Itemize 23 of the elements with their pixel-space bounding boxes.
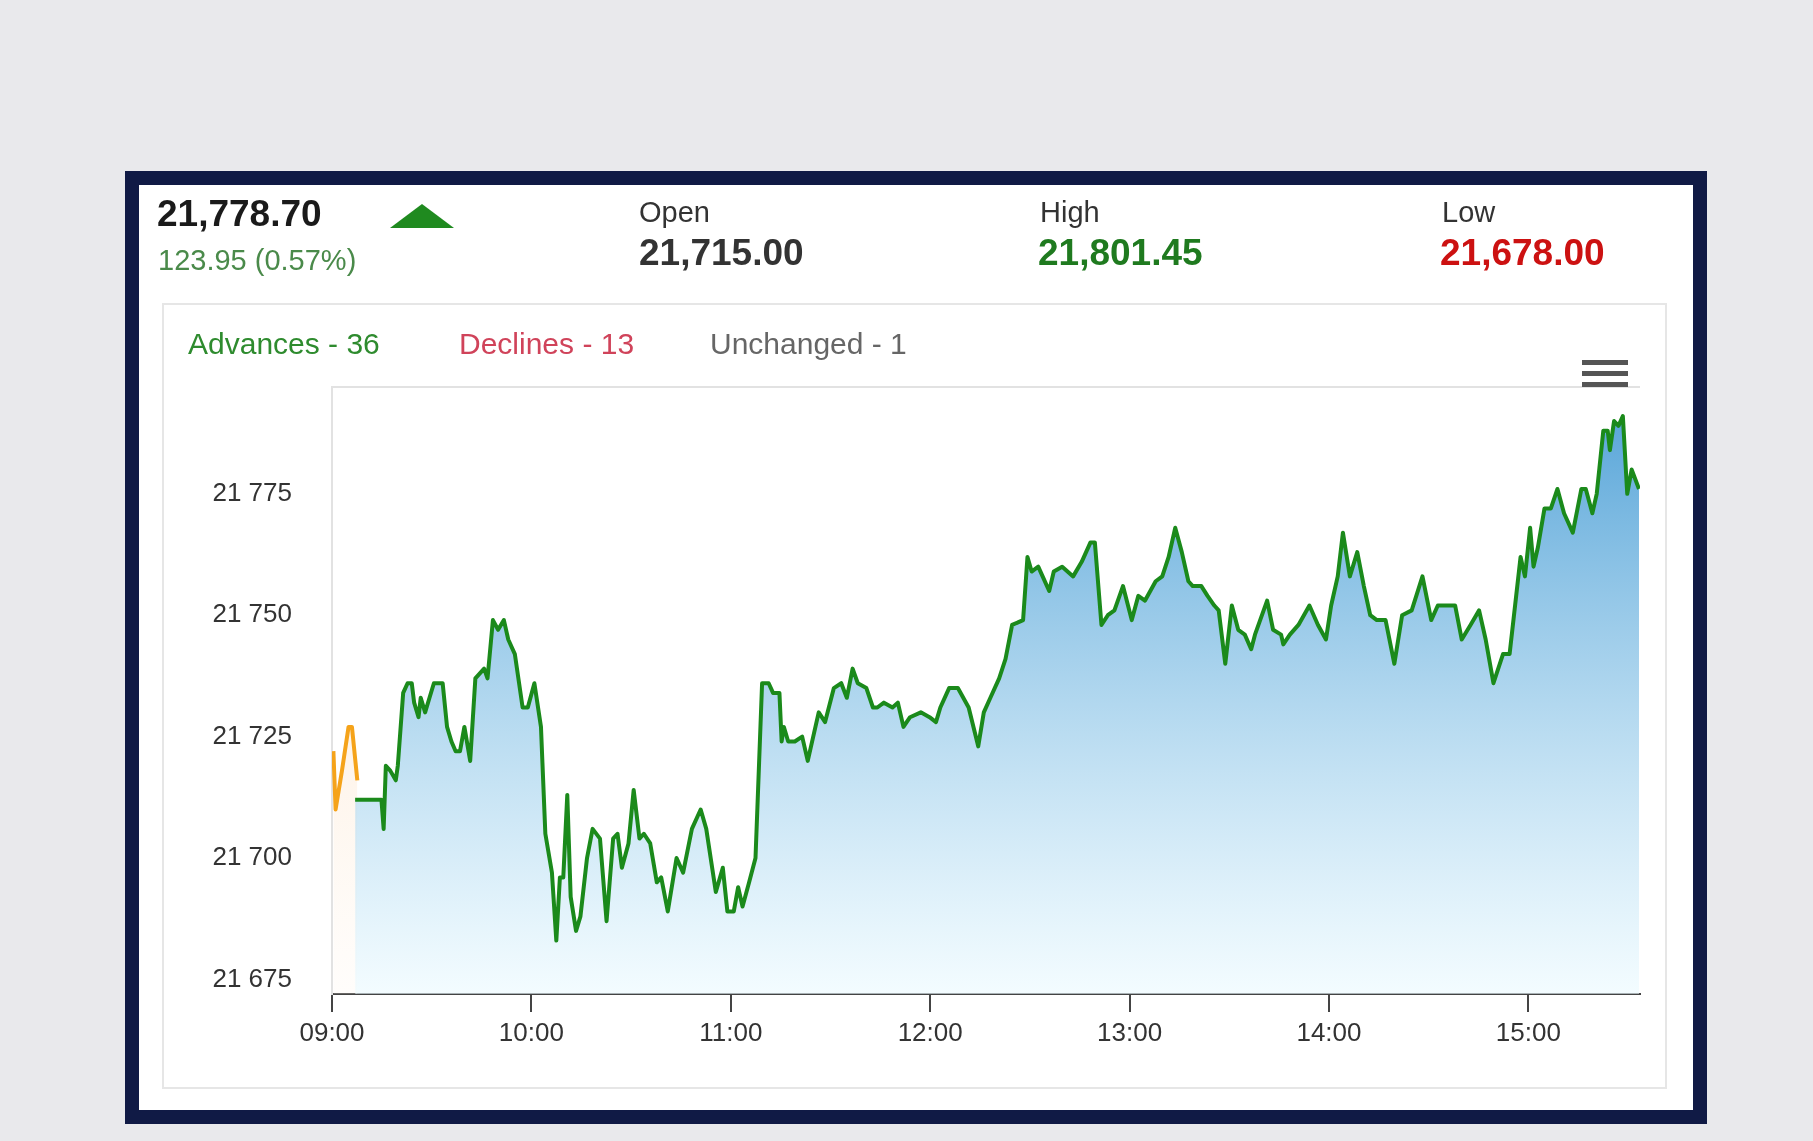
y-tick-label: 21 700 — [212, 841, 292, 872]
x-tick-label: 11:00 — [699, 1016, 763, 1047]
x-tick-label: 12:00 — [897, 1016, 963, 1047]
text: 21,715.00 — [639, 232, 804, 274]
text: Low — [1442, 196, 1496, 229]
text: Unchanged - 1 — [710, 327, 907, 361]
y-tick-label: 21 750 — [212, 598, 292, 629]
x-tick-label: 15:00 — [1495, 1016, 1561, 1047]
text: 21,678.00 — [1440, 232, 1605, 274]
text: 21,801.45 — [1038, 232, 1203, 274]
chart-subtitle: 123.95 (0.57%) — [158, 244, 357, 277]
y-tick-label: 21 675 — [212, 962, 292, 993]
x-tick-label: 10:00 — [498, 1016, 564, 1047]
text: Declines - 13 — [459, 327, 635, 361]
text: Open — [639, 196, 710, 229]
y-tick-label: 21 775 — [212, 477, 292, 507]
text: Advances - 36 — [188, 327, 380, 361]
x-tick-label: 14:00 — [1296, 1016, 1362, 1047]
x-tick-label: 09:00 — [299, 1016, 365, 1047]
x-tick-label: 13:00 — [1097, 1016, 1163, 1047]
chart-title: 21,778.70 — [157, 193, 322, 235]
y-tick-label: 21 725 — [212, 719, 292, 750]
text: High — [1040, 196, 1100, 229]
